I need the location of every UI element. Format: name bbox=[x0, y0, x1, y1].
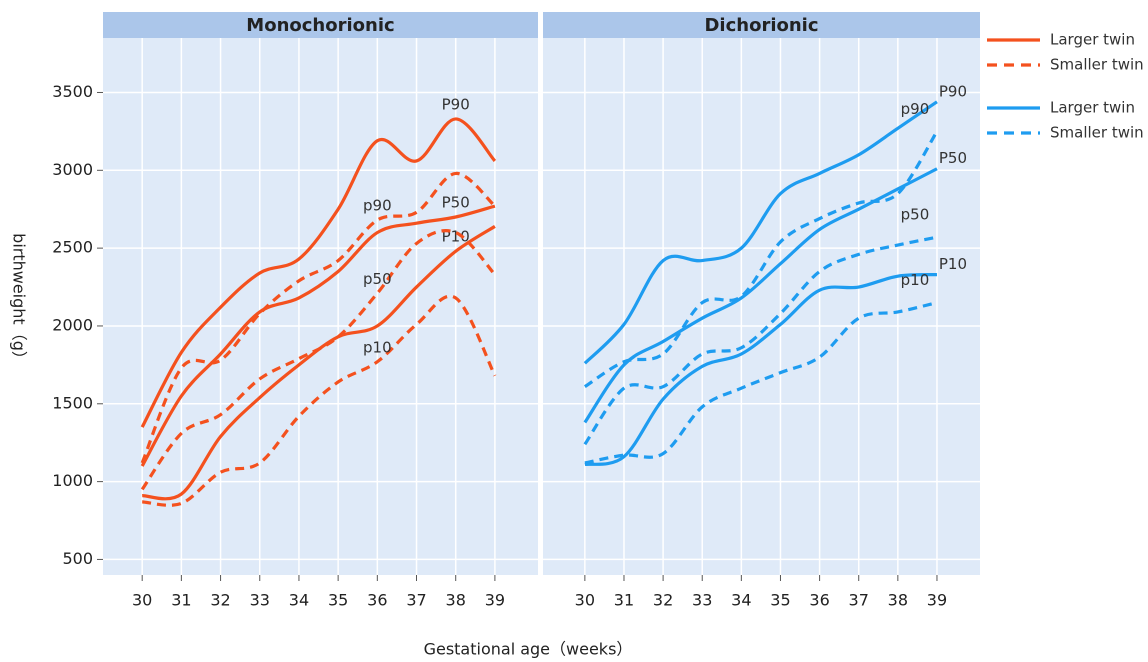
x-tick-label: 31 bbox=[614, 591, 634, 610]
x-tick-label: 38 bbox=[446, 591, 466, 610]
legend-label: Smaller twin bbox=[1050, 56, 1144, 74]
x-tick-label: 38 bbox=[888, 591, 908, 610]
legend-label: Larger twin bbox=[1050, 31, 1135, 49]
curve-label: p90 bbox=[363, 197, 392, 215]
x-tick-label: 34 bbox=[731, 591, 751, 610]
panel-title: Monochorionic bbox=[246, 15, 394, 36]
x-tick-label: 30 bbox=[575, 591, 595, 610]
curve-label: P90 bbox=[939, 82, 967, 100]
x-tick-label: 37 bbox=[849, 591, 869, 610]
y-tick-label: 500 bbox=[62, 549, 93, 568]
panel-title: Dichorionic bbox=[704, 15, 818, 36]
x-tick-label: 37 bbox=[406, 591, 426, 610]
y-axis-label: birthweight（g） bbox=[10, 233, 29, 367]
x-tick-label: 34 bbox=[289, 591, 309, 610]
curve-label: P50 bbox=[939, 149, 967, 167]
line bbox=[584, 272, 938, 467]
x-tick-label: 30 bbox=[132, 591, 152, 610]
line bbox=[142, 294, 497, 507]
x-tick-label: 36 bbox=[367, 591, 387, 610]
x-tick-label: 35 bbox=[328, 591, 348, 610]
curve-label: p10 bbox=[363, 338, 392, 356]
line bbox=[583, 130, 939, 389]
curve-label: P10 bbox=[939, 255, 967, 273]
x-tick-label: 39 bbox=[485, 591, 505, 610]
curve-label: P50 bbox=[442, 194, 470, 212]
line bbox=[140, 229, 497, 491]
strip bbox=[103, 12, 538, 38]
line bbox=[140, 171, 497, 464]
y-tick-label: 1500 bbox=[52, 393, 93, 412]
x-tick-label: 39 bbox=[927, 591, 947, 610]
x-tick-label: 33 bbox=[692, 591, 712, 610]
curve-label: p50 bbox=[363, 270, 392, 288]
legend-label: Larger twin bbox=[1050, 99, 1135, 117]
curve-label: P90 bbox=[442, 95, 470, 113]
legend-label: Smaller twin bbox=[1050, 124, 1144, 142]
x-tick-label: 36 bbox=[809, 591, 829, 610]
line bbox=[583, 167, 938, 424]
line bbox=[140, 117, 497, 428]
curve-label: p90 bbox=[901, 100, 930, 118]
panel-background bbox=[103, 38, 538, 575]
y-tick-label: 2500 bbox=[52, 238, 93, 257]
line bbox=[583, 100, 938, 365]
x-axis-label: Gestational age（weeks） bbox=[424, 640, 633, 659]
x-tick-label: 32 bbox=[653, 591, 673, 610]
y-tick-label: 2000 bbox=[52, 315, 93, 334]
y-tick-label: 1000 bbox=[52, 471, 93, 490]
x-tick-label: 31 bbox=[171, 591, 191, 610]
panel-background bbox=[543, 38, 980, 575]
y-tick-label: 3000 bbox=[52, 160, 93, 179]
x-tick-label: 32 bbox=[210, 591, 230, 610]
y-tick-label: 3500 bbox=[52, 82, 93, 101]
line bbox=[140, 204, 496, 467]
x-tick-label: 33 bbox=[250, 591, 270, 610]
curve-label: p50 bbox=[901, 206, 930, 224]
strip bbox=[543, 12, 980, 38]
curve-label: p10 bbox=[901, 271, 930, 289]
x-tick-label: 35 bbox=[770, 591, 790, 610]
